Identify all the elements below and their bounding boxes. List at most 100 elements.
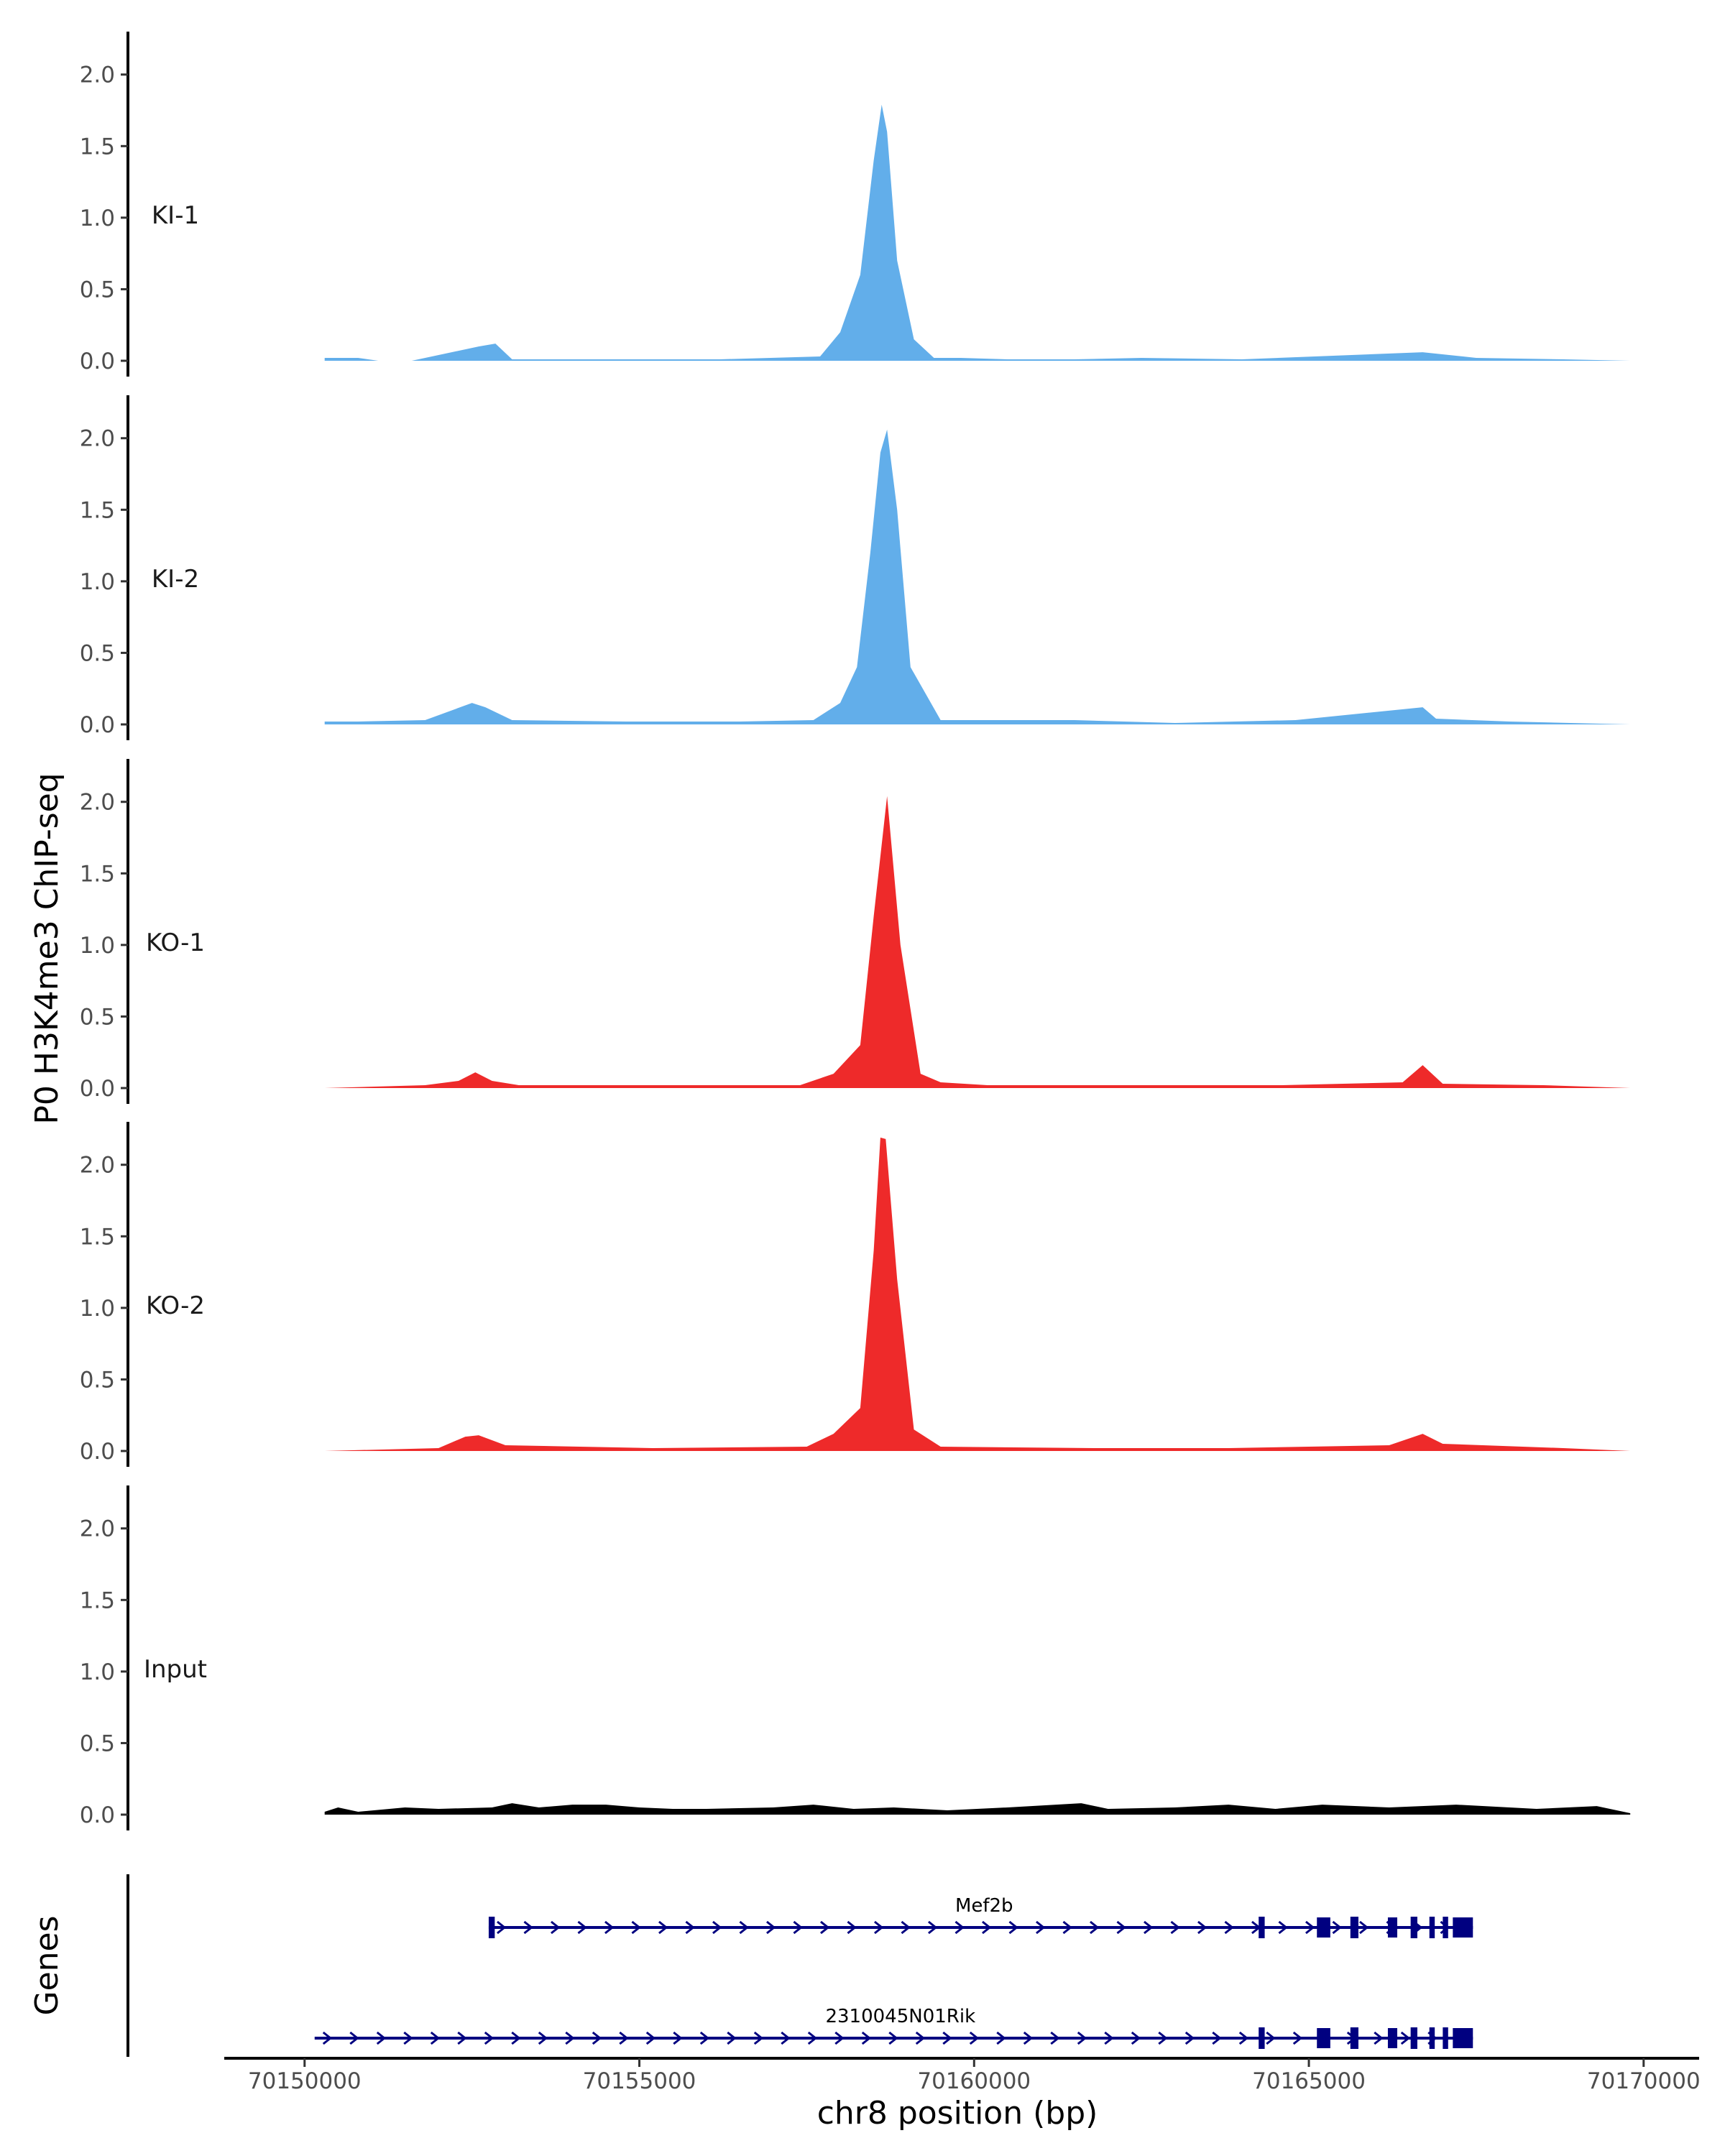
strand-arrow bbox=[739, 1920, 749, 1935]
strand-arrow bbox=[1305, 1920, 1315, 1935]
strand-arrow bbox=[457, 2031, 467, 2045]
track-label: KO-2 bbox=[146, 1291, 205, 1320]
x-axis-title: chr8 position (bp) bbox=[817, 2095, 1098, 2132]
exon bbox=[1259, 1917, 1265, 1938]
strand-arrow bbox=[1023, 2031, 1034, 2045]
strand-arrow bbox=[1131, 2031, 1141, 2045]
y-tick-label: 2.0 bbox=[80, 63, 115, 88]
strand-arrow bbox=[915, 2031, 926, 2045]
strand-arrow bbox=[1077, 2031, 1087, 2045]
signal-area bbox=[324, 1803, 1631, 1815]
y-tick-label: 1.0 bbox=[80, 206, 115, 231]
strand-arrow bbox=[1212, 2031, 1222, 2045]
strand-arrow bbox=[901, 1920, 911, 1935]
exon bbox=[1350, 2027, 1358, 2049]
strand-arrow bbox=[1359, 1920, 1369, 1935]
strand-arrow bbox=[1104, 2031, 1114, 2045]
strand-arrow bbox=[1292, 2031, 1303, 2045]
strand-arrow bbox=[928, 1920, 938, 1935]
tracks-group: 0.0 0.5 1.0 1.5 2.0 KI-1 0.0 0.5 1.0 1.5 2.0 KI-2 0.… bbox=[80, 32, 1631, 1830]
strand-arrow bbox=[1144, 1920, 1154, 1935]
strand-arrow bbox=[753, 2031, 764, 2045]
strand-arrow bbox=[888, 2031, 898, 2045]
strand-arrow bbox=[1158, 2031, 1168, 2045]
strand-arrow bbox=[847, 1920, 857, 1935]
y-tick-label: 0.0 bbox=[80, 1076, 115, 1102]
strand-arrow bbox=[942, 2031, 952, 2045]
y-tick-label: 1.5 bbox=[80, 134, 115, 160]
strand-arrow bbox=[430, 2031, 441, 2045]
track-0: 0.0 0.5 1.0 1.5 2.0 KI-1 bbox=[80, 32, 1631, 377]
strand-arrow bbox=[807, 2031, 818, 2045]
track-label: KI-1 bbox=[152, 201, 199, 230]
y-tick-label: 0.5 bbox=[80, 1367, 115, 1393]
gene-model: 2310045N01Rik bbox=[314, 2006, 1473, 2049]
x-axis: 70150000 70155000 70160000 70165000 70170000 bbox=[224, 2057, 1701, 2094]
strand-arrow bbox=[349, 2031, 359, 2045]
exon bbox=[1317, 1917, 1330, 1938]
strand-arrow bbox=[1266, 2031, 1276, 2045]
strand-arrow bbox=[1050, 2031, 1060, 2045]
genes-track: Mef2b 2310045N01Rik bbox=[126, 1874, 1473, 2057]
exon bbox=[488, 1917, 495, 1938]
x-tick-label: 70165000 bbox=[1252, 2068, 1366, 2094]
strand-arrow bbox=[861, 2031, 872, 2045]
strand-arrow bbox=[565, 2031, 575, 2045]
gene-name-label: 2310045N01Rik bbox=[825, 2006, 975, 2027]
track-label: Input bbox=[144, 1655, 207, 1684]
strand-arrow bbox=[699, 2031, 710, 2045]
x-tick-label: 70155000 bbox=[583, 2068, 696, 2094]
strand-arrow bbox=[1116, 1920, 1126, 1935]
track-4: 0.0 0.5 1.0 1.5 2.0 Input bbox=[80, 1485, 1631, 1830]
exon bbox=[1410, 1917, 1417, 1938]
y-tick-label: 2.0 bbox=[80, 1153, 115, 1179]
y-tick-label: 0.5 bbox=[80, 1731, 115, 1756]
track-label: KI-2 bbox=[152, 565, 199, 594]
strand-arrow bbox=[874, 1920, 884, 1935]
strand-arrow bbox=[619, 2031, 629, 2045]
exon bbox=[1387, 1917, 1397, 1938]
signal-area bbox=[324, 429, 1631, 724]
signal-area bbox=[324, 1137, 1631, 1451]
y-tick-label: 1.0 bbox=[80, 1296, 115, 1322]
track-2: 0.0 0.5 1.0 1.5 2.0 KO-1 bbox=[80, 759, 1631, 1104]
strand-arrow bbox=[497, 1920, 507, 1935]
strand-arrow bbox=[592, 2031, 602, 2045]
strand-arrow bbox=[685, 1920, 695, 1935]
strand-arrow bbox=[523, 1920, 533, 1935]
strand-arrow bbox=[538, 2031, 548, 2045]
strand-arrow bbox=[1090, 1920, 1100, 1935]
strand-arrow bbox=[712, 1920, 722, 1935]
y-tick-label: 1.5 bbox=[80, 1224, 115, 1250]
strand-arrow bbox=[551, 1920, 561, 1935]
exon bbox=[1453, 1917, 1473, 1938]
track-label: KO-1 bbox=[146, 929, 205, 957]
y-tick-label: 0.5 bbox=[80, 277, 115, 303]
y-tick-label: 2.0 bbox=[80, 1516, 115, 1542]
exon bbox=[1259, 2027, 1265, 2049]
strand-arrow bbox=[1332, 1920, 1342, 1935]
y-tick-label: 1.0 bbox=[80, 933, 115, 959]
strand-arrow bbox=[511, 2031, 521, 2045]
strand-arrow bbox=[658, 1920, 668, 1935]
x-tick-label: 70170000 bbox=[1587, 2068, 1701, 2094]
strand-arrow bbox=[1197, 1920, 1208, 1935]
y-tick-label: 1.5 bbox=[80, 861, 115, 887]
exon bbox=[1443, 1917, 1448, 1938]
y-tick-label: 1.5 bbox=[80, 497, 115, 523]
strand-arrow bbox=[766, 1920, 776, 1935]
y-axis-title: P0 H3K4me3 ChIP-seq bbox=[29, 773, 65, 1124]
strand-arrow bbox=[1008, 1920, 1018, 1935]
gene-name-label: Mef2b bbox=[955, 1895, 1013, 1917]
y-tick-label: 1.5 bbox=[80, 1588, 115, 1613]
exon bbox=[1410, 2027, 1417, 2049]
exon bbox=[1350, 1917, 1358, 1938]
strand-arrow bbox=[982, 1920, 992, 1935]
strand-arrow bbox=[781, 2031, 791, 2045]
strand-arrow bbox=[1062, 1920, 1072, 1935]
y-tick-label: 0.0 bbox=[80, 712, 115, 738]
strand-arrow bbox=[996, 2031, 1006, 2045]
strand-arrow bbox=[1184, 2031, 1195, 2045]
gene-model: Mef2b bbox=[488, 1895, 1473, 1938]
